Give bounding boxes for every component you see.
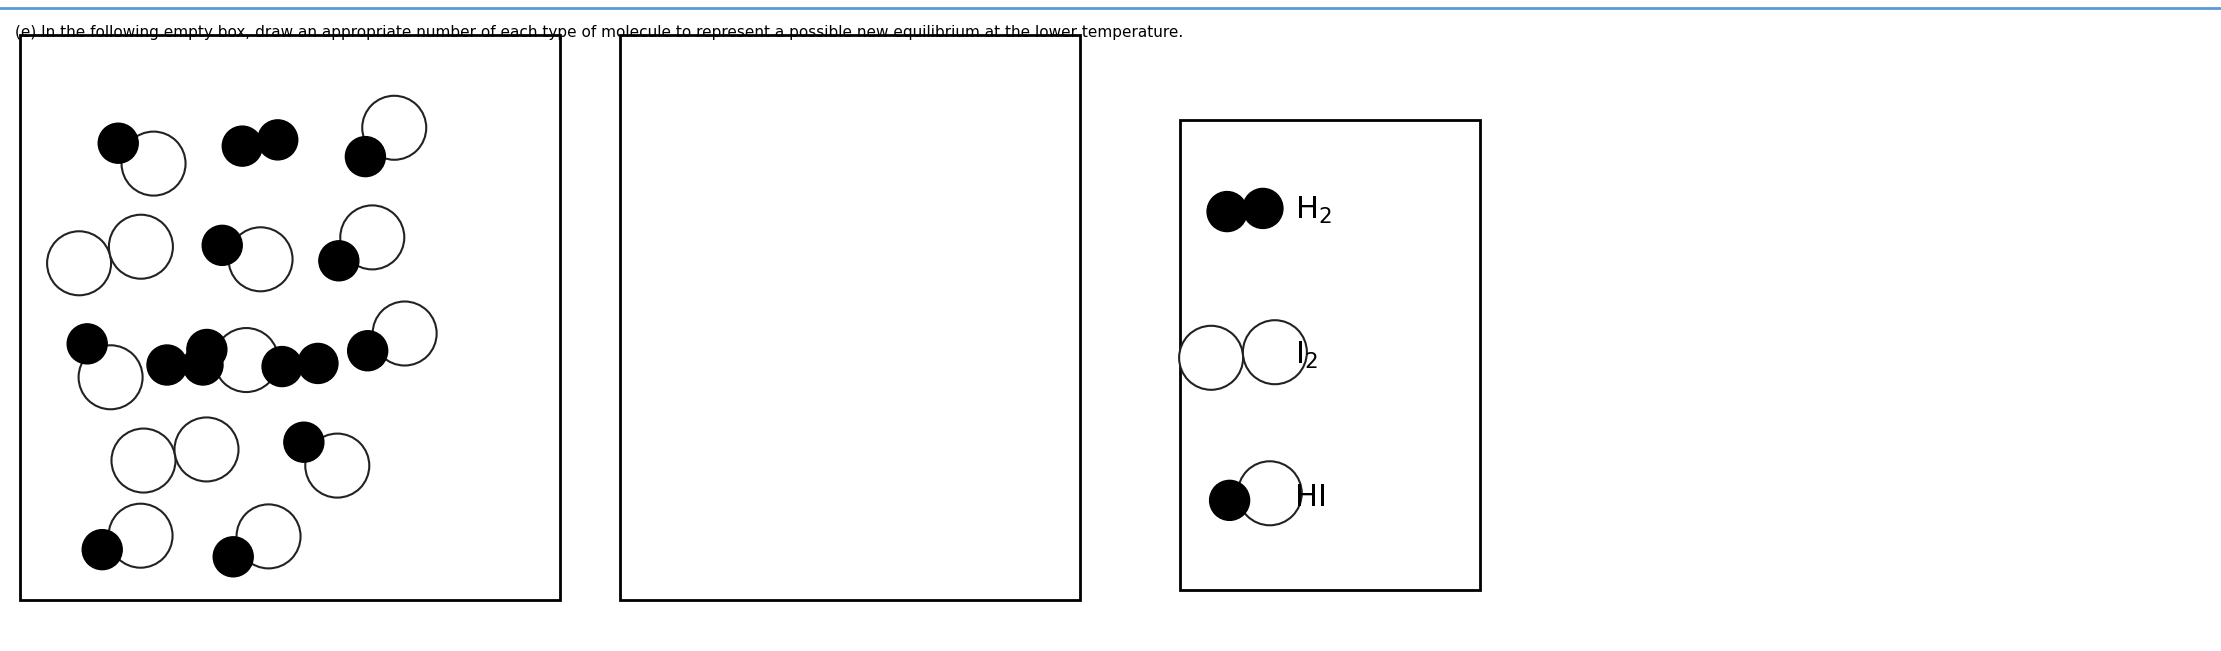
Circle shape <box>1237 462 1302 525</box>
Circle shape <box>182 345 222 385</box>
Text: I$_2$: I$_2$ <box>1295 339 1317 370</box>
Circle shape <box>373 301 438 365</box>
Circle shape <box>109 215 173 279</box>
Circle shape <box>82 530 122 570</box>
Circle shape <box>202 225 242 266</box>
Circle shape <box>1206 191 1246 232</box>
Circle shape <box>222 126 262 166</box>
Circle shape <box>1244 188 1284 229</box>
Circle shape <box>262 346 302 387</box>
Bar <box>20 35 560 600</box>
Circle shape <box>47 231 111 296</box>
Circle shape <box>1179 326 1244 390</box>
Circle shape <box>284 422 324 462</box>
Circle shape <box>320 241 360 281</box>
Circle shape <box>147 345 187 385</box>
Circle shape <box>187 329 227 370</box>
Circle shape <box>1244 320 1306 384</box>
Circle shape <box>213 328 278 392</box>
Circle shape <box>1210 480 1250 520</box>
Circle shape <box>109 504 173 568</box>
Circle shape <box>258 120 298 160</box>
Circle shape <box>78 345 142 409</box>
Circle shape <box>111 428 175 493</box>
Bar <box>620 35 1079 600</box>
Circle shape <box>304 434 369 497</box>
Circle shape <box>175 417 238 482</box>
Circle shape <box>340 206 404 270</box>
Text: H$_2$: H$_2$ <box>1295 195 1333 225</box>
Text: HI: HI <box>1295 484 1326 512</box>
Circle shape <box>67 324 107 364</box>
Circle shape <box>298 344 338 383</box>
Circle shape <box>362 96 426 159</box>
Circle shape <box>98 123 138 163</box>
Bar <box>1179 120 1479 590</box>
Text: (e) In the following empty box, draw an appropriate number of each type of molec: (e) In the following empty box, draw an … <box>16 25 1184 40</box>
Circle shape <box>349 331 389 371</box>
Circle shape <box>122 132 187 195</box>
Circle shape <box>229 227 293 291</box>
Circle shape <box>238 505 300 568</box>
Circle shape <box>346 137 386 176</box>
Circle shape <box>213 537 253 577</box>
